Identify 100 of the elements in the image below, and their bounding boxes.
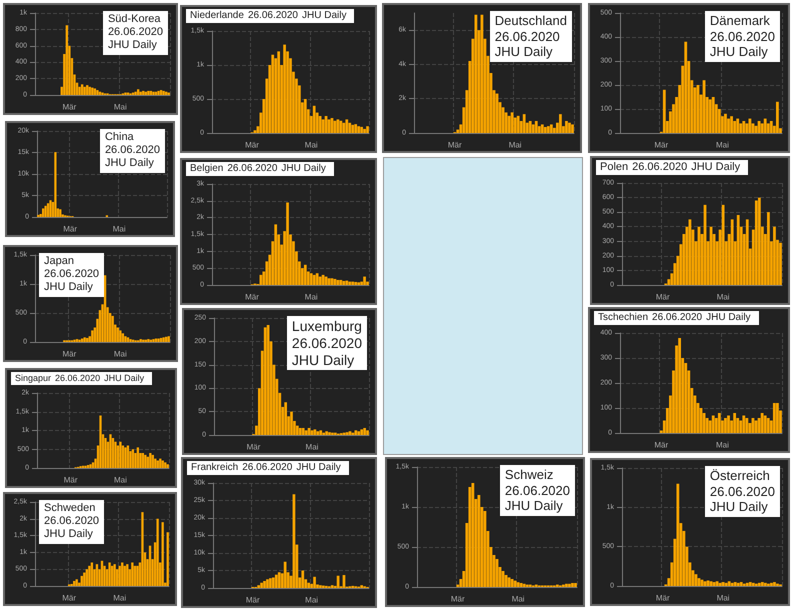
bar	[122, 333, 124, 342]
x-tick-label: Mai	[716, 292, 730, 302]
bar	[98, 92, 102, 95]
text: 26.06.2020	[104, 144, 160, 158]
bar	[568, 584, 571, 587]
bar	[740, 582, 743, 586]
bar	[342, 122, 346, 133]
bar	[710, 226, 712, 285]
bar	[758, 121, 760, 133]
chart-title: Dänemark	[710, 13, 771, 29]
bar	[80, 84, 84, 95]
bar	[121, 562, 124, 586]
x-tick-label: Mär	[62, 102, 77, 112]
bar	[80, 338, 84, 342]
annotation: JHU Daily	[494, 44, 554, 60]
bar	[678, 338, 682, 433]
bar	[354, 124, 358, 133]
bar	[758, 198, 761, 285]
bar	[522, 114, 526, 133]
bar	[322, 119, 324, 133]
chart-title: Österreich	[710, 468, 771, 484]
bar	[166, 464, 169, 468]
annotation: JHU Daily	[44, 281, 94, 295]
bar	[366, 126, 369, 133]
bar	[334, 120, 336, 133]
bar	[88, 566, 91, 586]
text: JHU Daily	[691, 161, 740, 173]
chart-subtitle: 26.06.2020	[55, 373, 100, 383]
bar	[136, 566, 139, 586]
bar	[770, 582, 773, 586]
bar	[528, 121, 532, 133]
bar	[152, 92, 155, 95]
bar	[149, 453, 152, 468]
bar	[272, 578, 275, 588]
bar	[345, 280, 348, 285]
bar	[324, 116, 328, 133]
bar	[544, 127, 547, 133]
bar	[748, 118, 752, 133]
bar	[118, 566, 121, 586]
bar	[140, 339, 142, 342]
bar	[162, 337, 165, 342]
x-tick-label: Mär	[654, 140, 668, 150]
bar	[354, 430, 358, 435]
bar	[266, 579, 269, 588]
x-tick-label: Mai	[716, 440, 730, 450]
bar	[776, 403, 779, 433]
bar	[112, 316, 114, 342]
bar	[91, 88, 94, 95]
bar	[284, 402, 287, 435]
bar	[164, 462, 166, 468]
bar	[516, 582, 520, 587]
bar	[134, 92, 137, 95]
bar	[113, 564, 116, 586]
bar	[298, 428, 302, 435]
bar	[124, 566, 126, 586]
annotation: JHU Daily	[108, 39, 158, 53]
bar	[165, 336, 168, 342]
bar	[152, 454, 154, 468]
bar	[571, 124, 574, 133]
x-tick-label: Mai	[716, 140, 730, 150]
x-tick-label: Mär	[63, 224, 78, 234]
bar	[360, 585, 363, 588]
x-tick-label: Mai	[508, 140, 522, 150]
text: 26.06.2020	[710, 484, 775, 500]
bar	[84, 337, 86, 342]
text: JHU Daily	[296, 462, 341, 473]
bar	[345, 119, 348, 133]
bar	[144, 454, 146, 468]
chart-title: Singapur	[15, 373, 52, 383]
text: 26.06.2020	[504, 482, 570, 498]
x-tick-label: Mär	[656, 594, 670, 602]
bar	[313, 576, 316, 588]
bar	[94, 88, 96, 95]
bar	[140, 92, 142, 95]
x-tick-label: Mai	[305, 596, 318, 604]
x-tick-label: Mai	[114, 476, 128, 484]
bar	[88, 86, 91, 95]
x-tick-label: Mär	[448, 140, 462, 150]
bar	[346, 432, 348, 435]
bar	[336, 119, 340, 133]
bar	[748, 582, 752, 586]
bar	[330, 585, 334, 588]
bar	[474, 14, 478, 133]
bar	[314, 429, 316, 435]
bar	[339, 120, 342, 133]
bar	[754, 420, 758, 433]
bar	[520, 583, 523, 587]
text: 26.06.2020	[494, 28, 561, 44]
bar	[86, 85, 88, 95]
chart-subtitle: 26.06.2020	[242, 462, 292, 473]
chart-title: Niederlande	[190, 10, 244, 21]
bar	[357, 126, 360, 133]
bar	[676, 484, 680, 586]
bar	[277, 51, 280, 133]
chart-title: Tschechien	[598, 312, 648, 323]
text: JHU Daily	[281, 163, 326, 174]
annotation: JHU Daily	[710, 499, 769, 515]
bar	[278, 572, 281, 588]
bar	[722, 204, 725, 285]
bar	[110, 566, 114, 586]
